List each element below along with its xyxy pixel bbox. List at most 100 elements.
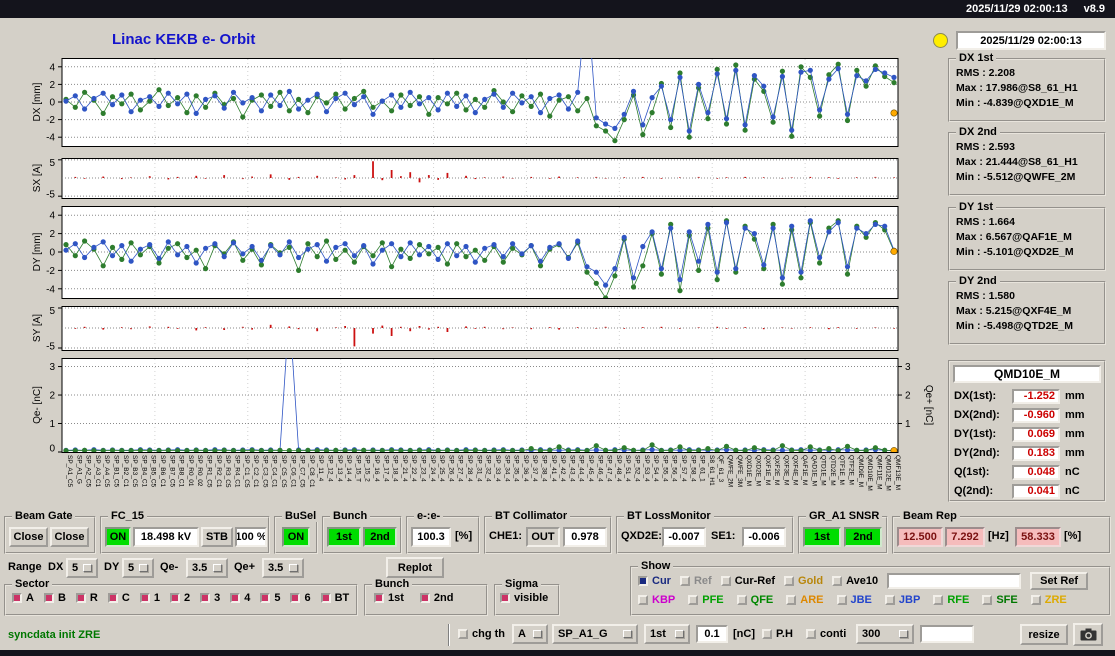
monitor-row-unit: nC: [1065, 466, 1080, 478]
checkbox-label: B: [57, 592, 66, 604]
svg-text:DY [mm]: DY [mm]: [32, 232, 43, 271]
beam-rep-value-3: 58.333: [1015, 527, 1061, 547]
bunch-checkbox-2nd[interactable]: 2nd: [419, 592, 454, 604]
checkbox-indicator: [832, 576, 843, 586]
sector-checkbox-r[interactable]: R: [75, 592, 98, 604]
show-checkbox-rfe[interactable]: RFE: [933, 594, 969, 606]
sector-checkbox-c[interactable]: C: [107, 592, 130, 604]
ref-name-input[interactable]: [887, 573, 1022, 589]
sector-checkbox-3[interactable]: 3: [200, 592, 220, 604]
show-checkbox-cur[interactable]: Cur: [638, 575, 671, 587]
ph-checkbox[interactable]: P.H: [762, 628, 793, 640]
sector-checkbox-b[interactable]: B: [43, 592, 66, 604]
show-checkbox-gold[interactable]: Gold: [784, 575, 823, 587]
min-value: Min : -4.839@QXD1E_M: [956, 97, 1074, 109]
sigma-checkbox-visible[interactable]: visible: [500, 592, 548, 604]
sector-checkbox-2[interactable]: 2: [169, 592, 190, 604]
svg-text:QMF13E_M: QMF13E_M: [894, 455, 901, 490]
svg-text:SP_17_4: SP_17_4: [382, 455, 389, 482]
svg-text:SP_45_4: SP_45_4: [587, 455, 594, 482]
resize-button[interactable]: resize: [1020, 624, 1068, 645]
qe-plot[interactable]: 3 2 1 0 3 2 1 Qe- [nC] Qe+ [nC]: [0, 358, 944, 456]
range-qe-plus-dropdown[interactable]: 3.5: [262, 558, 304, 578]
svg-text:SP_C8_C1: SP_C8_C1: [308, 455, 315, 488]
dropdown-value: SP_A1_G: [558, 628, 608, 640]
max-value: Max : 17.986@S8_61_H1: [956, 82, 1078, 94]
group-label: GR_A1 SNSR: [806, 510, 883, 522]
sector-checkbox-a[interactable]: A: [12, 592, 34, 604]
bunch-1st-indicator[interactable]: 1st: [327, 527, 361, 547]
statusbar-entry[interactable]: [920, 625, 974, 643]
show-checkbox-qfe[interactable]: QFE: [736, 594, 773, 606]
svg-text:SP_11_4: SP_11_4: [317, 455, 324, 482]
fc15-kv-value: 18.498 kV: [133, 527, 199, 547]
show-checkbox-are[interactable]: ARE: [786, 594, 824, 606]
group-label: Bunch: [330, 510, 371, 522]
chg-th-checkbox[interactable]: chg th: [458, 628, 505, 640]
range-dx-dropdown[interactable]: 5: [66, 558, 98, 578]
beam-gate-close-button-2[interactable]: Close: [50, 527, 89, 547]
bunch-checkbox-1st[interactable]: 1st: [374, 592, 404, 604]
svg-text:2: 2: [49, 229, 55, 240]
show-checkbox-pfe[interactable]: PFE: [688, 594, 724, 606]
beam-rep-hz-label: [Hz]: [988, 530, 1009, 542]
set-ref-button[interactable]: Set Ref: [1030, 572, 1089, 590]
dropdown-arrow-icon: [899, 630, 908, 638]
qxd2e-value: -0.007: [662, 527, 706, 547]
monitor-select-dropdown[interactable]: SP_A1_G: [552, 624, 638, 644]
sector-select-dropdown[interactable]: A: [512, 624, 548, 644]
show-checkbox-jbe[interactable]: JBE: [836, 594, 872, 606]
snapshot-button[interactable]: [1073, 623, 1103, 646]
bpm-x-axis-labels: SP_A1_C5 SP_A1_G SP_A2_C5 SP_A3_C1 SP_A4_C5 S…: [66, 455, 901, 491]
svg-text:SP_C2_C1: SP_C2_C1: [252, 455, 259, 488]
sector-checkbox-bt[interactable]: BT: [320, 592, 349, 604]
svg-text:SP_B5_C5: SP_B5_C5: [150, 455, 157, 488]
bunch-2nd-indicator[interactable]: 2nd: [363, 527, 397, 547]
replot-button[interactable]: Replot: [386, 557, 444, 578]
bunch-select-dropdown[interactable]: 1st: [644, 624, 690, 644]
range-dy-dropdown[interactable]: 5: [122, 558, 154, 578]
show-checkbox-jbp[interactable]: JBP: [884, 594, 920, 606]
beam-gate-close-button-1[interactable]: Close: [9, 527, 48, 547]
sector-checkbox-4[interactable]: 4: [230, 592, 250, 604]
svg-text:QMD10E_M: QMD10E_M: [866, 455, 873, 491]
checkbox-indicator: [75, 593, 86, 603]
show-checkbox-ref[interactable]: Ref: [679, 575, 712, 587]
show-checkbox-ave10[interactable]: Ave10: [832, 575, 878, 587]
range-qe-minus-dropdown[interactable]: 3.5: [186, 558, 228, 578]
svg-text:SP_12_4: SP_12_4: [326, 455, 333, 482]
svg-text:QTF2E_M: QTF2E_M: [847, 455, 854, 485]
conti-checkbox[interactable]: conti: [806, 628, 846, 640]
snsr-2nd-indicator[interactable]: 2nd: [844, 527, 882, 547]
dropdown-arrow-icon: [533, 630, 542, 638]
sector-checkbox-6[interactable]: 6: [290, 592, 311, 604]
svg-text:SP_R0_01: SP_R0_01: [187, 455, 194, 487]
monitor-row-label: DY(2nd):: [954, 447, 1000, 459]
fc15-stb-button[interactable]: STB: [201, 527, 233, 547]
qxd2e-label: QXD2E:: [621, 530, 662, 542]
fc15-on-indicator[interactable]: ON: [105, 527, 131, 547]
busel-on-indicator[interactable]: ON: [282, 527, 310, 547]
threshold-input[interactable]: 0.1: [696, 625, 728, 643]
sector-checkbox-1[interactable]: 1: [139, 592, 160, 604]
bunch-select-group: Bunch 1st 2nd: [364, 578, 488, 616]
checkbox-label: 2nd: [433, 592, 454, 604]
interval-dropdown[interactable]: 300: [856, 624, 914, 644]
show-checkbox-cur-ref[interactable]: Cur-Ref: [720, 575, 775, 587]
selected-monitor-group: QMD10E_M DX(1st): -1.252 mm DX(2nd): -0.960 m…: [948, 360, 1106, 502]
dy-plot[interactable]: 4 2 0 -2 -4 DY [mm]: [0, 206, 944, 302]
show-checkbox-zre[interactable]: ZRE: [1030, 594, 1067, 606]
show-checkbox-kbp[interactable]: KBP: [638, 594, 675, 606]
snsr-1st-indicator[interactable]: 1st: [803, 527, 841, 547]
monitor-row: DX(2nd): -0.960 mm: [954, 406, 1104, 424]
dx-plot[interactable]: 4 2 0 -2 -4 DX [mm]: [0, 58, 944, 150]
sx-plot[interactable]: 5 -5SX [A]: [0, 158, 944, 202]
svg-text:SP_46_4: SP_46_4: [596, 455, 603, 482]
show-row1-checkboxes: Cur Ref Cur-Ref Gold Ave10: [638, 575, 878, 587]
svg-text:-4: -4: [46, 284, 55, 295]
max-value: Max : 5.215@QXF4E_M: [956, 305, 1072, 317]
sy-plot[interactable]: 5 -5SY [A]: [0, 306, 944, 354]
sector-checkbox-5[interactable]: 5: [260, 592, 280, 604]
sigma-checkboxes: visible: [500, 592, 548, 604]
show-checkbox-sfe[interactable]: SFE: [982, 594, 1018, 606]
